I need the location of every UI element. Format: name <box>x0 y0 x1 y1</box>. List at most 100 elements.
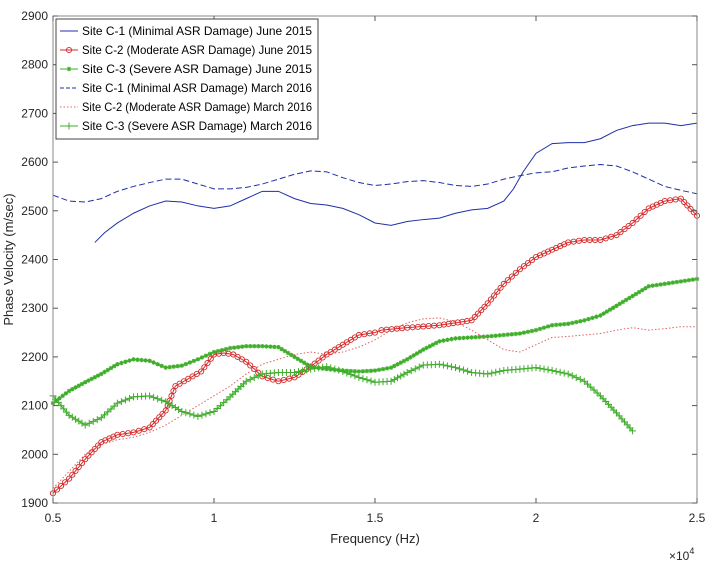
data-point <box>167 364 172 370</box>
data-point <box>544 366 552 374</box>
data-point <box>213 405 221 413</box>
data-point <box>276 344 281 350</box>
data-point <box>78 419 86 427</box>
data-point <box>505 332 511 337</box>
data-point <box>387 377 395 385</box>
data-point <box>151 360 156 365</box>
data-point <box>570 320 575 326</box>
x-tick-label: 2.5 <box>689 511 706 525</box>
data-point <box>178 407 186 415</box>
data-point <box>149 421 156 428</box>
data-point <box>684 202 691 209</box>
data-point <box>65 122 73 130</box>
x-tick-label: 1.5 <box>367 511 384 525</box>
data-point <box>89 376 94 382</box>
data-point <box>682 278 688 284</box>
data-point <box>403 368 411 376</box>
data-point <box>430 342 436 347</box>
data-point <box>587 383 595 391</box>
data-point <box>492 368 500 376</box>
data-point <box>73 385 78 390</box>
data-point <box>299 367 307 375</box>
data-point <box>216 402 224 410</box>
y-tick-label: 2800 <box>21 58 48 72</box>
data-point <box>633 291 639 297</box>
y-tick-label: 2100 <box>21 399 48 413</box>
y-tick-label: 2900 <box>21 9 48 23</box>
data-point <box>621 226 628 233</box>
data-point <box>66 66 72 72</box>
data-point <box>625 222 632 230</box>
data-point <box>415 363 423 371</box>
data-point <box>235 344 241 350</box>
data-point <box>220 399 228 407</box>
data-point <box>143 358 148 363</box>
data-point <box>654 282 659 288</box>
data-point <box>158 396 166 404</box>
data-point <box>121 396 129 404</box>
data-point <box>85 452 92 459</box>
data-point <box>677 195 684 202</box>
data-point <box>135 427 142 434</box>
x-axis-label: Frequency (Hz) <box>330 531 420 546</box>
data-point <box>72 415 80 423</box>
data-point <box>275 378 282 385</box>
data-point <box>436 322 443 329</box>
data-point <box>282 348 288 354</box>
x-tick-label: 1 <box>211 511 218 525</box>
legend-box <box>55 18 319 140</box>
data-point <box>360 369 366 374</box>
legend-entry: Site C-3 (Severe ASR Damage) March 2016 <box>82 119 312 133</box>
data-point <box>54 398 59 403</box>
data-point <box>574 319 579 325</box>
data-point <box>139 357 144 363</box>
data-point <box>211 349 217 355</box>
data-point <box>76 383 81 388</box>
legend-entry: Site C-3 (Severe ASR Damage) June 2015 <box>82 62 312 76</box>
data-point <box>107 405 115 413</box>
data-point <box>156 414 163 421</box>
data-point <box>78 460 86 467</box>
data-point <box>532 364 540 372</box>
data-point <box>243 358 250 365</box>
data-point <box>512 269 519 276</box>
series-2 <box>49 195 701 497</box>
data-point <box>65 46 73 54</box>
data-point <box>356 369 362 374</box>
series-line <box>52 164 698 203</box>
series-line <box>52 317 697 489</box>
data-point <box>608 233 615 240</box>
series-1 <box>94 122 698 243</box>
data-point <box>553 322 559 328</box>
data-point <box>411 353 416 358</box>
data-point <box>83 380 88 385</box>
data-point <box>528 257 536 264</box>
data-point <box>678 279 684 284</box>
series-line <box>94 122 698 243</box>
data-point <box>445 337 450 343</box>
data-point <box>560 369 568 377</box>
data-point <box>198 368 205 375</box>
data-point <box>69 471 76 478</box>
data-point <box>141 426 148 433</box>
data-point <box>289 352 294 358</box>
data-point <box>488 369 496 377</box>
series-6 <box>49 360 637 435</box>
data-point <box>244 343 249 349</box>
data-point <box>187 360 193 365</box>
data-point <box>53 486 61 493</box>
data-point <box>175 405 183 413</box>
data-point <box>578 319 583 324</box>
data-point <box>633 216 640 223</box>
data-point <box>516 266 523 273</box>
data-point <box>285 350 291 356</box>
data-point <box>131 357 136 362</box>
data-point <box>315 357 322 364</box>
series-5 <box>52 317 697 489</box>
data-point <box>459 318 466 325</box>
data-point <box>465 335 470 340</box>
data-point <box>95 442 102 449</box>
data-point <box>331 365 339 373</box>
data-point <box>359 375 367 383</box>
data-point <box>500 280 507 287</box>
